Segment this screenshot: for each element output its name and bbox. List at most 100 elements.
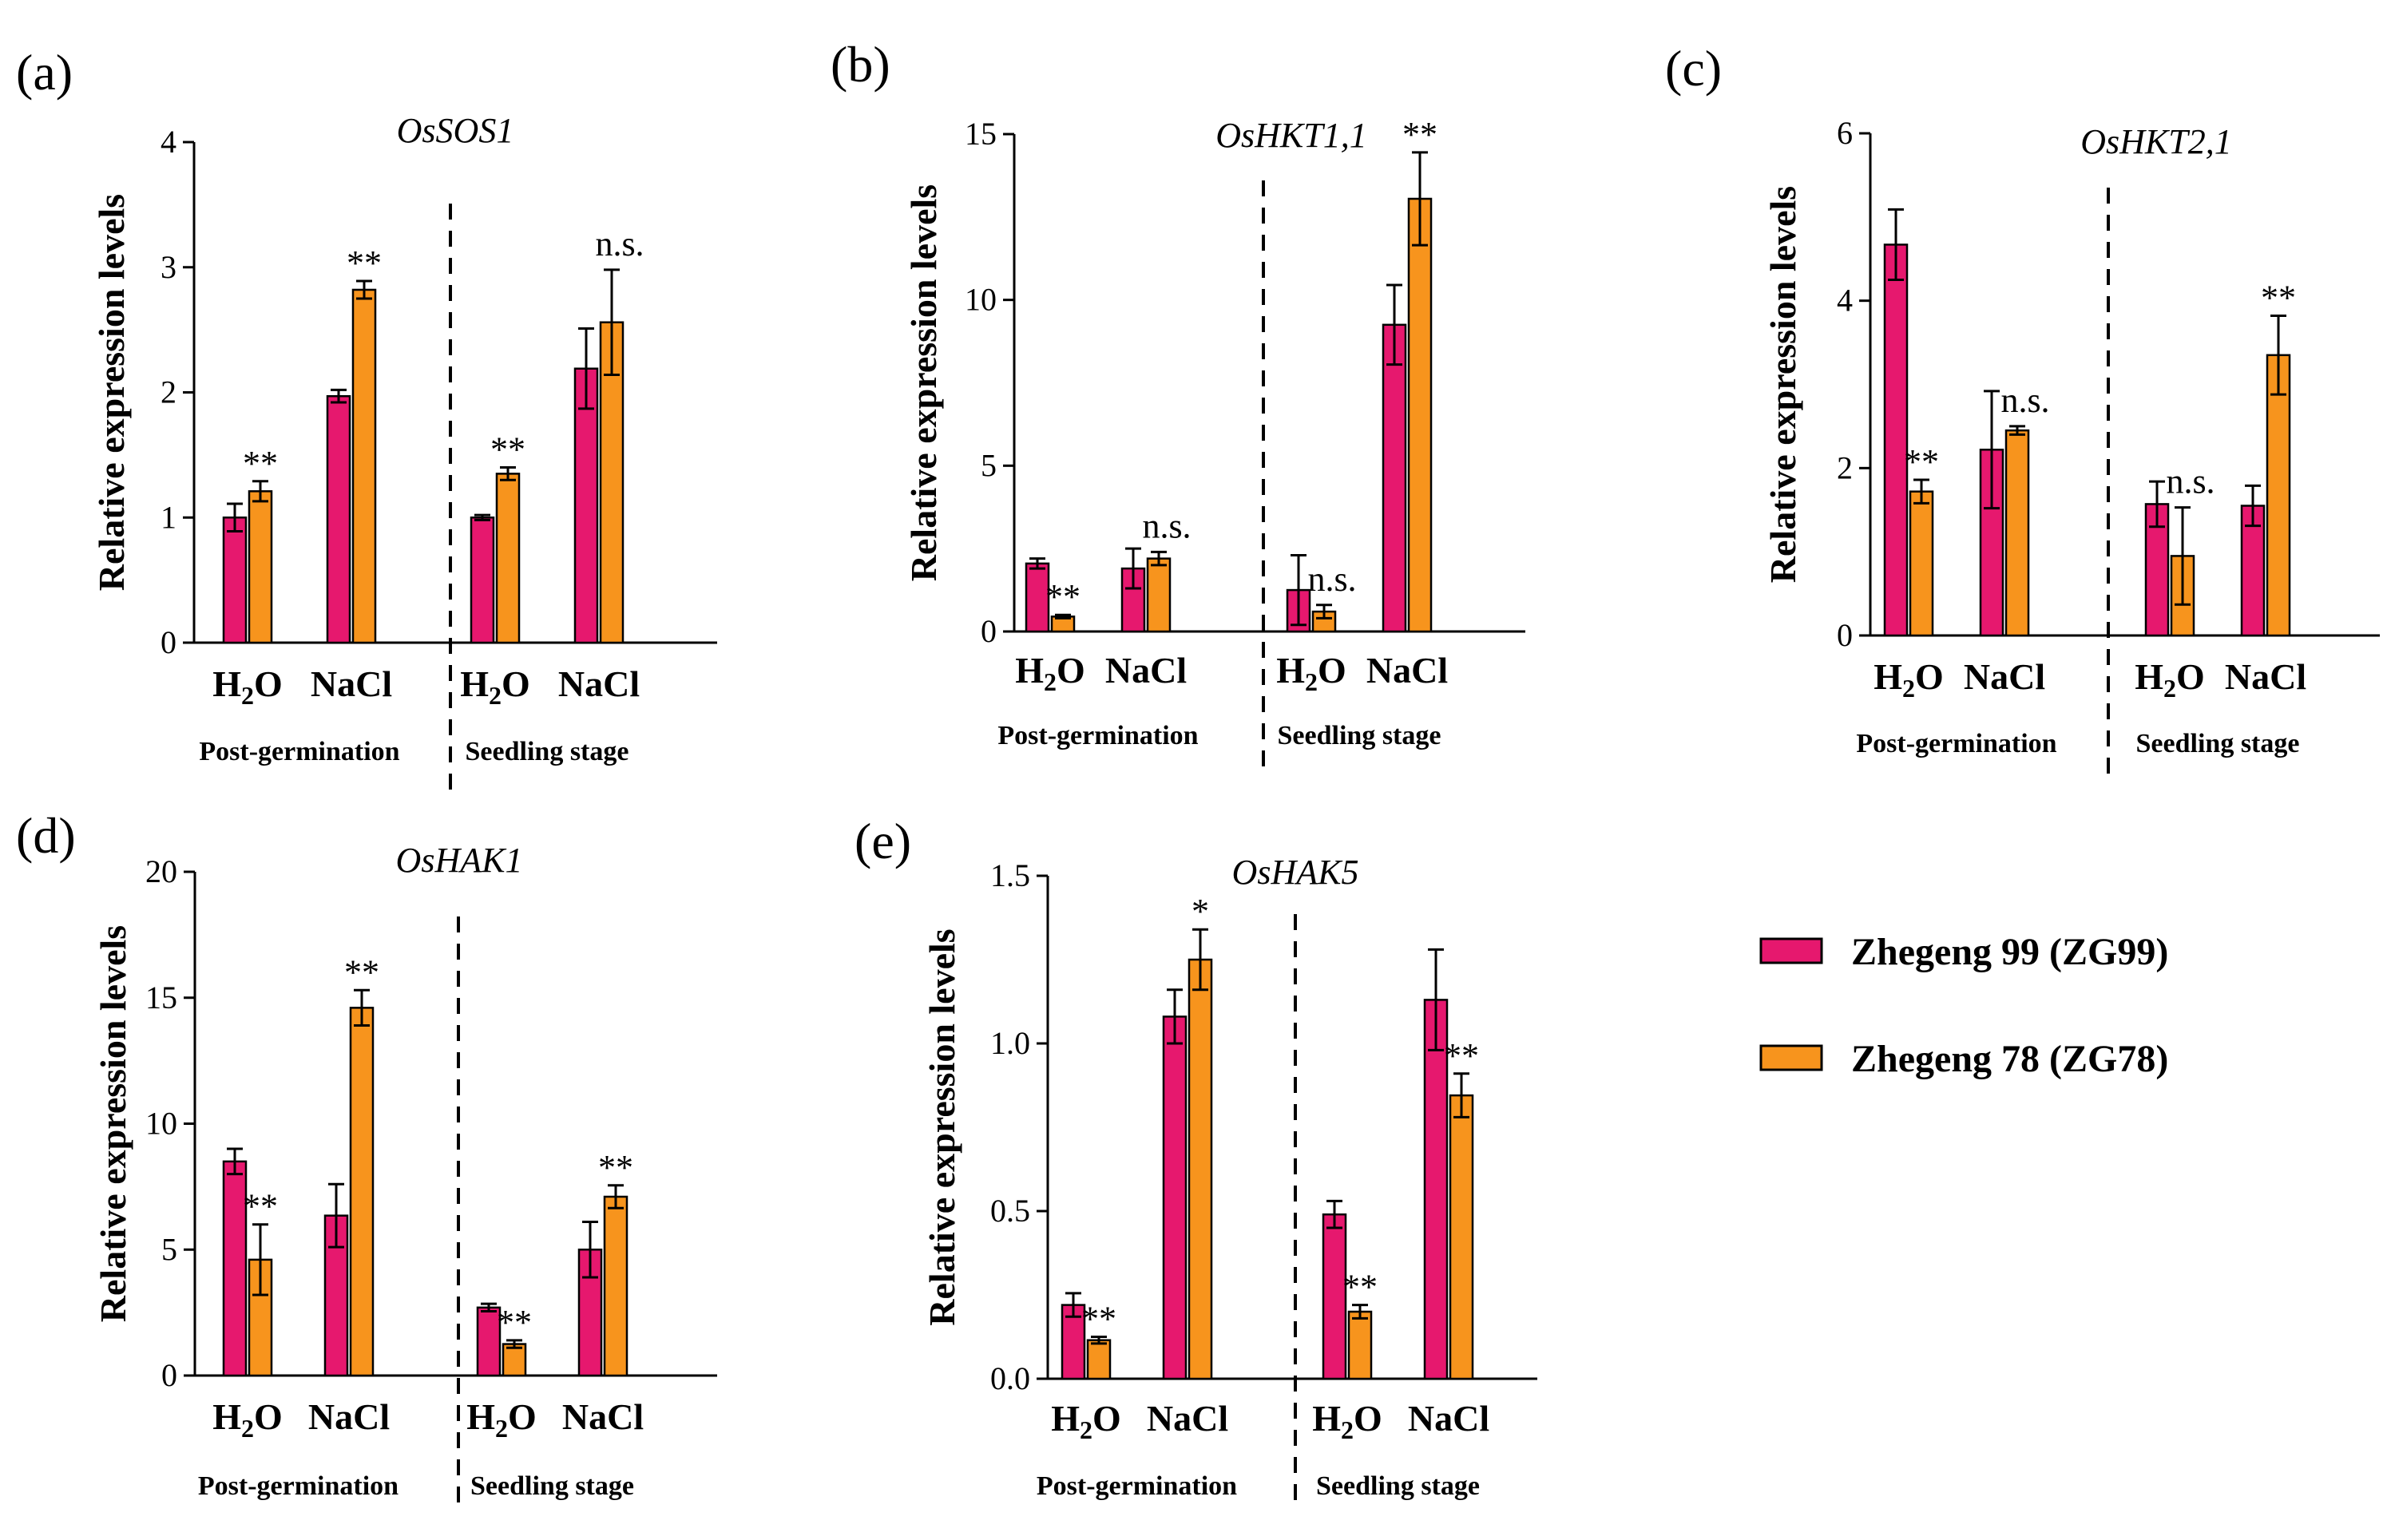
panel-a: (a) OsSOS1 Relative expression levels 0 1 2 3 4… (16, 44, 717, 794)
gene-title: OsHAK1 (396, 841, 523, 880)
y-tick-label: 20 (145, 853, 177, 889)
y-tick-label: 0.0 (990, 1360, 1030, 1396)
y-axis-title: Relative expression levels (91, 194, 132, 591)
bar-zg78 (351, 288, 377, 644)
y-tick-label: 0.5 (990, 1193, 1030, 1229)
significance-label: ** (598, 1148, 633, 1187)
stage-label: Post-germination (199, 737, 399, 766)
x-category-label: H2O (212, 1396, 283, 1443)
bar-zg99 (573, 367, 599, 644)
x-category-label: NaCl (558, 663, 640, 704)
bar-zg78 (2004, 429, 2030, 637)
stage-label: Seedling stage (1316, 1471, 1480, 1501)
y-tick-label: 0 (1837, 617, 1853, 653)
x-category-label: NaCl (311, 663, 392, 704)
panel-b: (b) OsHKT1,1 Relative expression levels 0 5 1… (831, 36, 1525, 766)
x-category-label: H2O (212, 663, 283, 710)
x-category-label: H2O (1276, 650, 1346, 696)
bar-zg99 (1025, 562, 1050, 633)
stage-label: Seedling stage (1278, 721, 1441, 750)
significance-label: ** (347, 243, 382, 283)
legend-label-zg99: Zhegeng 99 (ZG99) (1851, 931, 2168, 973)
bar-zg78 (603, 1195, 628, 1377)
bar-zg99 (222, 1160, 248, 1377)
x-category-label: H2O (1874, 656, 1944, 703)
legend-label-zg78: Zhegeng 78 (ZG78) (1851, 1038, 2168, 1080)
y-tick-label: 6 (1837, 115, 1853, 151)
significance-label: ** (1402, 115, 1437, 154)
x-category-label: NaCl (1147, 1398, 1228, 1439)
significance-label: n.s. (2000, 381, 2049, 420)
y-axis-title: Relative expression levels (1763, 186, 1803, 583)
y-tick-label: 0 (161, 624, 176, 660)
y-tick-label: 10 (965, 282, 997, 318)
y-axis-title: Relative expression levels (922, 928, 962, 1325)
bar-zg78 (1909, 490, 1934, 637)
x-category-label: NaCl (1964, 656, 2045, 697)
significance-label: ** (1342, 1268, 1378, 1307)
legend: Zhegeng 99 (ZG99) Zhegeng 78 (ZG78) (1759, 931, 2168, 1080)
x-category-label: H2O (1051, 1398, 1121, 1444)
y-tick-label: 10 (145, 1106, 177, 1142)
bar-zg99 (470, 517, 495, 644)
bar-zg99 (1423, 999, 1449, 1380)
bar-zg78 (248, 490, 273, 644)
gene-title: OsHKT2,1 (2080, 122, 2232, 161)
y-tick-label: 1.5 (990, 857, 1030, 893)
panel-c: (c) OsHKT2,1 Relative expression levels 0 2 4… (1665, 40, 2380, 774)
panel-d: (d) OsHAK1 Relative expression levels 0 5 10 1… (16, 807, 717, 1509)
bar-zg99 (326, 394, 351, 644)
bar-zg99 (1382, 323, 1407, 633)
stage-label: Post-germination (1037, 1471, 1237, 1501)
y-tick-label: 2 (161, 374, 176, 410)
stage-label: Post-germination (198, 1471, 398, 1501)
bar-zg78 (1347, 1310, 1373, 1380)
bar-zg99 (1322, 1213, 1347, 1380)
bar-zg99 (1883, 243, 1909, 637)
bar-zg78 (502, 1343, 527, 1377)
x-category-label: NaCl (1105, 650, 1187, 691)
y-tick-label: 5 (981, 447, 997, 483)
x-category-label: NaCl (562, 1396, 644, 1437)
significance-label: ** (2261, 279, 2296, 318)
gene-title: OsSOS1 (397, 111, 514, 150)
x-category-label: H2O (466, 1396, 537, 1443)
significance-label: ** (243, 444, 278, 483)
x-category-label: NaCl (2225, 656, 2306, 697)
legend-swatch-zg78 (1759, 1044, 1823, 1071)
stage-label: Seedling stage (470, 1471, 634, 1501)
bar-zg78 (1146, 557, 1172, 633)
significance-label: n.s. (1142, 506, 1191, 545)
significance-label: ** (497, 1303, 532, 1342)
panel-label: (e) (854, 813, 911, 869)
bar-zg78 (2266, 354, 2291, 637)
y-tick-label: 1.0 (990, 1025, 1030, 1061)
x-category-label: NaCl (1408, 1398, 1489, 1439)
bar-zg99 (222, 517, 248, 644)
x-category-label: H2O (1312, 1398, 1382, 1444)
x-category-label: H2O (1015, 650, 1085, 696)
legend-swatch-zg99 (1759, 937, 1823, 964)
significance-label: ** (490, 430, 525, 469)
significance-label: ** (1904, 442, 1939, 481)
x-category-label: NaCl (1366, 650, 1448, 691)
y-axis-title: Relative expression levels (903, 184, 944, 581)
significance-label: n.s. (2166, 462, 2215, 501)
y-tick-label: 2 (1837, 449, 1853, 485)
stage-label: Seedling stage (466, 737, 629, 766)
significance-label: ** (1444, 1036, 1479, 1075)
y-tick-label: 5 (161, 1231, 177, 1267)
y-axis-title: Relative expression levels (93, 925, 133, 1322)
panel-label: (c) (1665, 40, 1722, 97)
bar-zg78 (1086, 1339, 1112, 1380)
bar-zg78 (1188, 958, 1213, 1380)
x-category-label: H2O (2135, 656, 2205, 703)
y-tick-label: 4 (1837, 283, 1853, 319)
significance-label: ** (243, 1187, 278, 1226)
y-tick-label: 1 (161, 499, 176, 535)
stage-label: Post-germination (997, 721, 1198, 750)
bar-zg99 (1162, 1015, 1188, 1380)
y-tick-label: 0 (981, 613, 997, 649)
x-category-label: NaCl (308, 1396, 390, 1437)
